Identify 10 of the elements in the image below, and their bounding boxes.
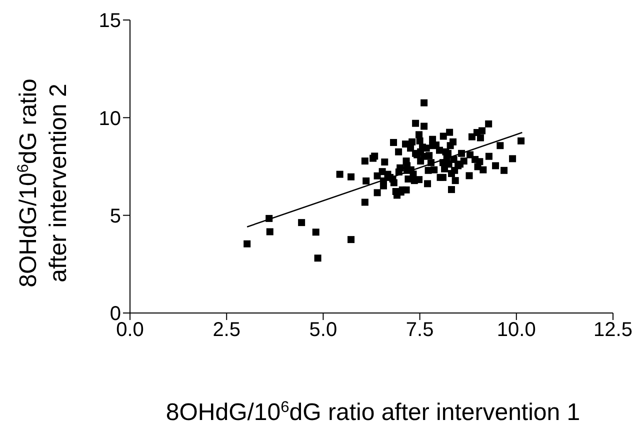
x-tick-label: 5.0 <box>309 319 338 342</box>
x-tick-label: 0.0 <box>116 319 144 342</box>
x-axis-title: 8OHdG/10$^{6}$dG ratio after intervention 1 <box>166 398 580 426</box>
y-tick-label: 5 <box>110 205 121 228</box>
x-tick-label: 7.5 <box>406 319 434 342</box>
x-tick-label: 10.0 <box>496 319 536 342</box>
x-tick-label: 2.5 <box>212 319 241 342</box>
y-tick-label: 15 <box>98 10 121 32</box>
x-tick-label: 12.5 <box>594 319 632 342</box>
y-tick-label: 10 <box>98 108 121 130</box>
